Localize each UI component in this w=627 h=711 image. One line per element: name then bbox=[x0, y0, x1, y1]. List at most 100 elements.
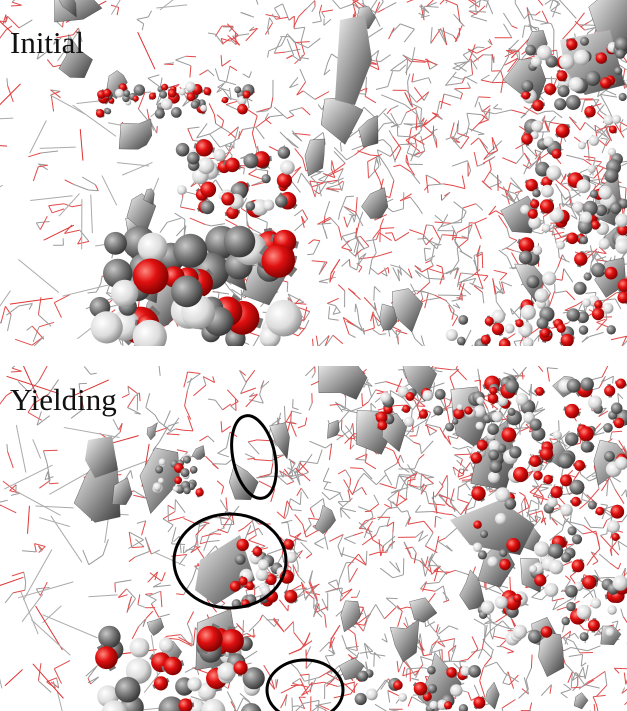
bond bbox=[174, 499, 186, 513]
bond bbox=[380, 545, 385, 557]
bond bbox=[499, 639, 508, 647]
bond bbox=[34, 543, 46, 547]
bond bbox=[490, 403, 499, 410]
bond bbox=[221, 425, 231, 433]
bond bbox=[443, 599, 450, 603]
bond bbox=[405, 428, 413, 437]
bond bbox=[53, 302, 62, 318]
bond bbox=[323, 69, 331, 76]
bond bbox=[586, 139, 589, 150]
bond bbox=[309, 498, 324, 509]
bond bbox=[554, 290, 567, 294]
bond bbox=[568, 653, 583, 657]
bond bbox=[473, 151, 478, 167]
bond bbox=[374, 703, 388, 711]
bond bbox=[341, 181, 345, 191]
atom bbox=[610, 504, 625, 519]
bond bbox=[222, 88, 232, 101]
bond bbox=[217, 86, 230, 92]
bond bbox=[341, 247, 353, 252]
bond bbox=[425, 412, 432, 425]
bond bbox=[470, 58, 474, 75]
bond bbox=[483, 110, 495, 115]
bond bbox=[512, 368, 520, 376]
atom bbox=[422, 390, 434, 401]
bond bbox=[15, 338, 33, 346]
bond bbox=[297, 327, 306, 337]
bond bbox=[407, 696, 413, 707]
bond bbox=[407, 478, 416, 482]
bond bbox=[381, 272, 388, 277]
atom bbox=[433, 405, 444, 416]
bond bbox=[390, 23, 401, 35]
bond bbox=[286, 500, 293, 510]
panel-label: Yielding bbox=[10, 382, 117, 417]
bond bbox=[82, 549, 90, 565]
bond bbox=[0, 117, 14, 120]
bond bbox=[506, 256, 514, 270]
bond bbox=[187, 371, 201, 374]
atom bbox=[611, 533, 620, 541]
bond bbox=[358, 520, 366, 529]
bond bbox=[353, 0, 366, 9]
bond bbox=[128, 531, 144, 541]
bond bbox=[49, 482, 59, 485]
bond bbox=[377, 149, 391, 157]
atom bbox=[98, 625, 121, 649]
bond bbox=[393, 164, 401, 168]
bond bbox=[248, 539, 266, 547]
atom bbox=[489, 460, 503, 474]
bond bbox=[18, 259, 60, 293]
atom bbox=[542, 271, 557, 286]
atom bbox=[520, 204, 530, 215]
bond bbox=[420, 117, 425, 124]
bond bbox=[199, 69, 208, 76]
bond bbox=[190, 545, 201, 554]
atom bbox=[110, 279, 139, 308]
bond bbox=[211, 223, 226, 227]
bond bbox=[184, 390, 188, 406]
bond bbox=[452, 76, 463, 80]
bond bbox=[392, 574, 404, 579]
bond bbox=[315, 705, 325, 710]
bond bbox=[392, 208, 404, 213]
bond bbox=[550, 516, 564, 527]
bond bbox=[324, 200, 331, 216]
bond bbox=[365, 550, 368, 566]
isosurface bbox=[340, 600, 361, 633]
bond bbox=[395, 378, 403, 392]
bond bbox=[286, 38, 295, 56]
bond bbox=[185, 371, 188, 379]
bond bbox=[269, 17, 274, 23]
bond bbox=[240, 197, 248, 209]
bond bbox=[515, 366, 527, 381]
bond bbox=[492, 278, 496, 295]
bond bbox=[226, 389, 239, 402]
atom bbox=[515, 319, 524, 328]
bond bbox=[398, 660, 404, 673]
bond bbox=[302, 158, 307, 172]
bond bbox=[428, 553, 434, 562]
isosurface bbox=[358, 115, 379, 148]
bond bbox=[381, 0, 384, 2]
bond bbox=[525, 679, 529, 690]
bond bbox=[583, 524, 597, 536]
bond bbox=[542, 463, 549, 471]
bond bbox=[147, 74, 160, 79]
bond bbox=[242, 620, 244, 634]
bond bbox=[39, 517, 70, 527]
atom bbox=[429, 700, 439, 710]
bond bbox=[571, 672, 577, 681]
bond bbox=[474, 0, 477, 15]
bond bbox=[596, 318, 608, 331]
bond bbox=[214, 68, 220, 81]
bond bbox=[31, 325, 45, 340]
bond bbox=[227, 126, 239, 137]
bond bbox=[294, 148, 304, 159]
bond bbox=[431, 494, 438, 498]
bond bbox=[168, 516, 185, 522]
atom bbox=[608, 125, 617, 134]
bond bbox=[586, 27, 596, 35]
atom bbox=[133, 84, 145, 96]
bond bbox=[527, 508, 539, 512]
